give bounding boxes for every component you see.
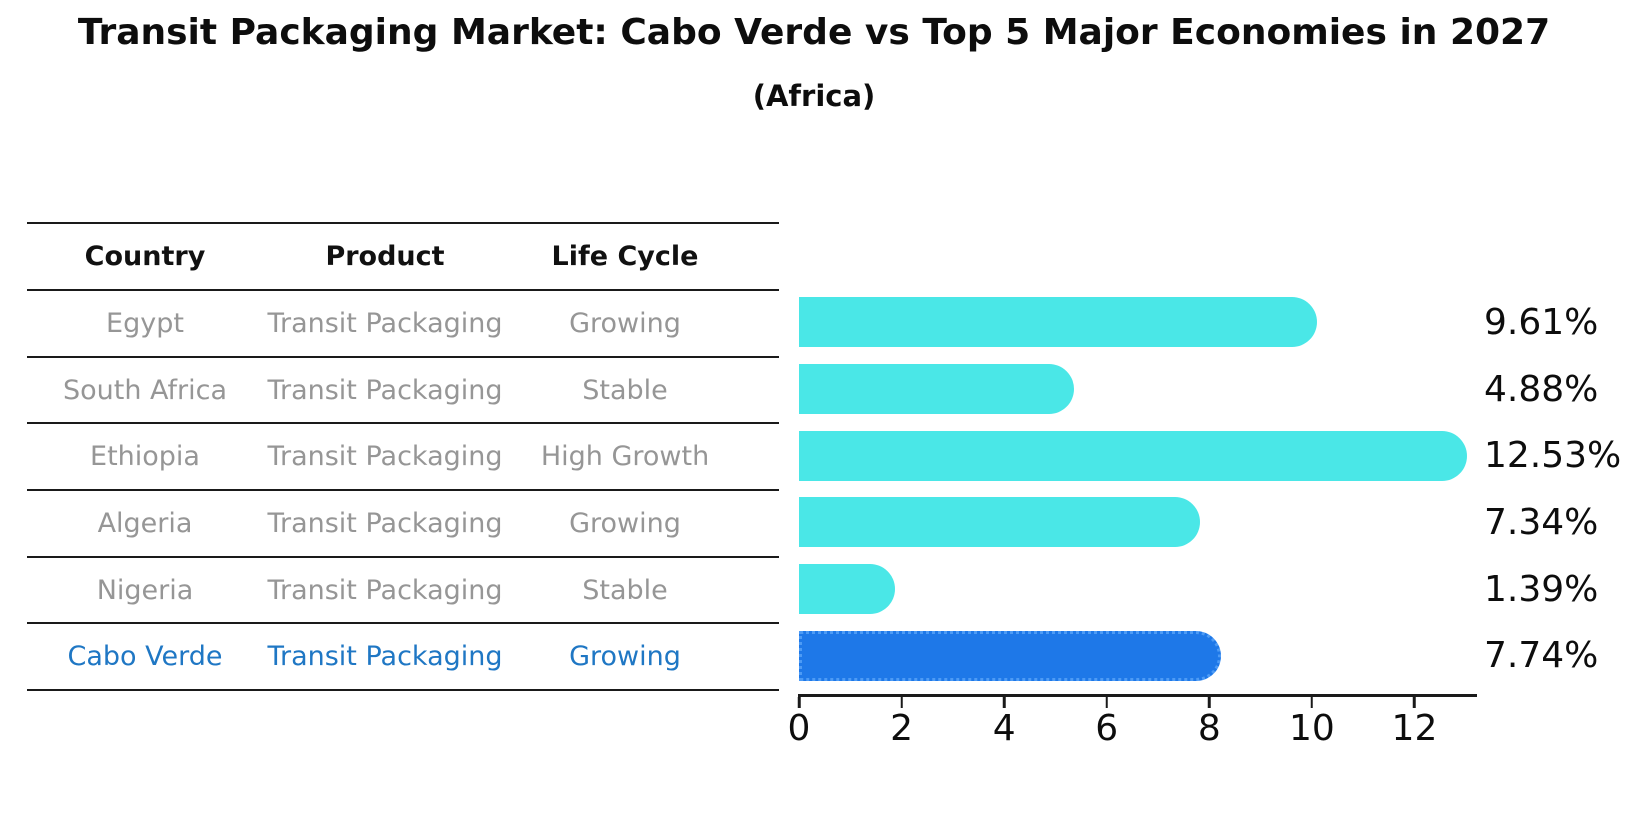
cell-country: Nigeria	[96, 574, 194, 606]
cell-country: South Africa	[62, 374, 228, 406]
bar-south-africa	[799, 364, 1075, 414]
bar-slot	[799, 622, 1476, 689]
x-tick-label: 10	[1288, 708, 1335, 749]
value-label-south-africa: 4.88%	[1484, 368, 1599, 410]
cell-life-cycle: Stable	[582, 374, 668, 406]
x-tick-label: 2	[890, 708, 914, 749]
chart-title: Transit Packaging Market: Cabo Verde vs …	[77, 12, 1551, 53]
x-tick-mark	[1310, 697, 1314, 708]
value-label-column: 9.61% 4.88% 12.53% 7.34% 1.39% 7.74%	[1484, 289, 1628, 689]
bar-slot	[799, 489, 1476, 556]
value-label-cabo-verde: 7.74%	[1484, 635, 1599, 677]
bar-nigeria	[799, 564, 896, 615]
cell-product: Transit Packaging	[267, 507, 503, 539]
x-tick-label: 4	[992, 708, 1016, 749]
x-tick-mark	[1208, 697, 1211, 708]
bar-slot	[799, 289, 1476, 356]
x-tick-label: 12	[1391, 708, 1438, 749]
value-label-algeria: 7.34%	[1484, 501, 1599, 543]
value-slot: 9.61%	[1484, 289, 1628, 356]
bar-egypt	[799, 297, 1317, 348]
cell-product: Transit Packaging	[267, 374, 503, 406]
value-slot: 7.34%	[1484, 489, 1628, 556]
cell-life-cycle: High Growth	[540, 441, 710, 473]
x-tick-label: 8	[1197, 708, 1221, 749]
table-row-egypt: Egypt Transit Packaging Growing	[27, 289, 779, 356]
cell-product: Transit Packaging	[267, 574, 503, 606]
cell-product: Transit Packaging	[267, 307, 503, 339]
cell-country: Egypt	[106, 307, 184, 339]
x-tick-mark	[1002, 697, 1006, 708]
value-slot: 1.39%	[1484, 556, 1628, 623]
value-label-ethiopia: 12.53%	[1484, 435, 1622, 477]
country-table: Country Product Life Cycle Egypt Transit…	[27, 222, 779, 692]
value-slot: 12.53%	[1484, 422, 1628, 489]
table-row-cabo-verde: Cabo Verde Transit Packaging Growing	[27, 622, 779, 692]
cell-life-cycle: Stable	[582, 574, 668, 606]
cell-life-cycle: Growing	[569, 641, 681, 673]
x-tick-label: 6	[1095, 708, 1119, 749]
column-header-life-cycle: Life Cycle	[551, 241, 699, 272]
cell-country: Cabo Verde	[67, 641, 223, 673]
column-header-product: Product	[325, 241, 445, 272]
bar-cabo-verde	[799, 630, 1221, 681]
cell-life-cycle: Growing	[569, 307, 681, 339]
table-header-row: Country Product Life Cycle	[27, 222, 779, 289]
cell-life-cycle: Growing	[569, 507, 681, 539]
x-tick-mark	[1413, 697, 1416, 708]
chart-subtitle: (Africa)	[752, 79, 876, 113]
value-label-egypt: 9.61%	[1484, 301, 1599, 343]
cell-country: Algeria	[97, 507, 193, 539]
x-tick-label: 0	[787, 708, 811, 749]
table-row-nigeria: Nigeria Transit Packaging Stable	[27, 555, 779, 623]
x-tick-mark	[900, 697, 903, 708]
x-axis-ticks: 0 2 4 6 8 10 12	[788, 694, 1476, 754]
bar-algeria	[799, 497, 1201, 548]
bar-slot	[799, 422, 1476, 489]
cell-product: Transit Packaging	[267, 641, 503, 673]
table-row-ethiopia: Ethiopia Transit Packaging High Growth	[27, 422, 779, 489]
value-slot: 4.88%	[1484, 356, 1628, 423]
x-tick-mark	[797, 697, 801, 708]
x-tick-mark	[1105, 697, 1108, 708]
bar-ethiopia	[799, 430, 1467, 481]
bar-slot	[799, 556, 1476, 623]
x-axis-line	[798, 694, 1477, 697]
value-slot: 7.74%	[1484, 622, 1628, 689]
cell-country: Ethiopia	[90, 441, 200, 473]
table-row-south-africa: South Africa Transit Packaging Stable	[27, 355, 779, 423]
value-label-nigeria: 1.39%	[1484, 568, 1599, 610]
bar-slot	[799, 356, 1476, 423]
column-header-country: Country	[84, 241, 206, 272]
cell-product: Transit Packaging	[267, 441, 503, 473]
bar-plot-area	[799, 289, 1476, 689]
table-row-algeria: Algeria Transit Packaging Growing	[27, 489, 779, 556]
